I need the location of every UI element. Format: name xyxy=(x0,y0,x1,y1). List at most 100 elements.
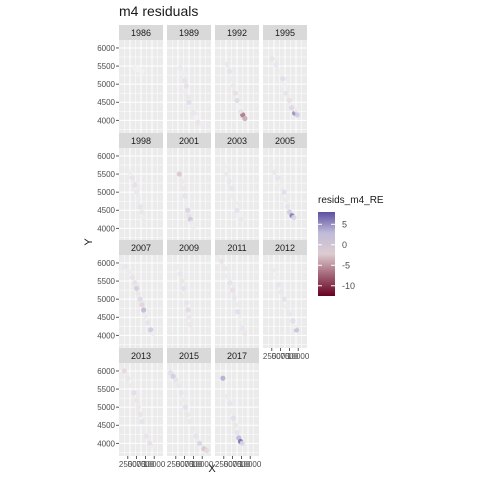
residual-point xyxy=(230,415,237,421)
residual-point xyxy=(285,204,291,210)
residual-point xyxy=(135,196,141,202)
facet-2009: 2009 xyxy=(167,240,211,348)
facet-2003: 2003 xyxy=(215,133,259,241)
facet-2007: 2007 4000 4500 5000 5500 6000 xyxy=(97,240,163,348)
y-tick-label: 6000 xyxy=(97,152,115,161)
residual-point xyxy=(232,200,238,206)
residual-point xyxy=(281,189,287,195)
y-tick-label: 5500 xyxy=(97,62,115,71)
facet-2013: 2013400045005000550060002500500075001000… xyxy=(97,348,166,469)
residual-point xyxy=(226,178,232,184)
residual-point xyxy=(137,204,143,210)
facet-strip xyxy=(167,240,211,255)
residual-point xyxy=(139,68,145,74)
residual-point xyxy=(190,110,196,116)
residual-point xyxy=(182,193,188,199)
residual-point xyxy=(186,99,192,105)
residual-point xyxy=(170,373,176,379)
residual-point xyxy=(276,282,282,288)
residual-point xyxy=(187,321,193,328)
x-tick-label: 7500 xyxy=(137,460,155,469)
residual-point xyxy=(143,433,149,439)
y-tick-label: 5000 xyxy=(97,403,115,412)
residual-point xyxy=(230,83,237,89)
residual-point xyxy=(185,94,191,100)
residual-point xyxy=(219,258,225,264)
y-tick-label: 5000 xyxy=(97,188,115,197)
residual-point xyxy=(183,200,189,206)
residual-point xyxy=(193,114,199,121)
legend-tick-label: -10 xyxy=(342,281,355,291)
residual-point xyxy=(193,433,199,439)
y-tick-label: 5500 xyxy=(97,170,115,179)
y-tick-label: 5500 xyxy=(97,277,115,286)
residual-point xyxy=(182,77,188,84)
residual-point xyxy=(184,411,190,417)
residual-point xyxy=(141,307,147,313)
residual-point xyxy=(148,327,154,333)
facet-strip xyxy=(263,133,307,148)
residual-point xyxy=(237,216,244,222)
residual-point xyxy=(189,329,195,335)
facet-strip-label: 1992 xyxy=(227,28,247,38)
x-tick-label: 10000 xyxy=(239,460,262,469)
residual-point xyxy=(177,65,183,71)
residual-point xyxy=(142,312,148,319)
residual-point xyxy=(183,83,189,89)
residual-point xyxy=(283,196,289,202)
residual-point xyxy=(289,105,295,111)
residual-point xyxy=(286,97,292,104)
x-tick-label: 5000 xyxy=(128,460,146,469)
residual-point xyxy=(187,419,193,425)
residual-point xyxy=(234,97,240,104)
facet-strip xyxy=(167,133,211,148)
y-tick-label: 4000 xyxy=(97,439,115,448)
y-tick-label: 4500 xyxy=(97,98,115,107)
residual-point xyxy=(128,382,134,389)
residual-point xyxy=(150,330,156,337)
residual-point xyxy=(230,287,236,293)
facet-strip xyxy=(119,25,163,40)
facet-strip xyxy=(119,240,163,255)
facet-strip-label: 1998 xyxy=(131,136,151,146)
facet-strip-label: 1989 xyxy=(179,28,199,38)
residual-point xyxy=(269,56,275,62)
x-tick-label: 2500 xyxy=(119,460,137,469)
residual-point xyxy=(185,307,191,313)
residual-point xyxy=(190,223,196,230)
residual-point xyxy=(139,419,145,425)
facet-1989: 1989 xyxy=(167,25,211,133)
residual-point xyxy=(129,175,135,181)
residual-point xyxy=(275,175,281,181)
facet-strip-label: 2011 xyxy=(227,243,246,253)
residual-point xyxy=(268,164,274,170)
residual-point xyxy=(220,375,226,381)
residual-point xyxy=(290,318,296,324)
x-tick-label: 5000 xyxy=(176,460,194,469)
facet-strip xyxy=(263,25,307,40)
chart-title: m4 residuals xyxy=(119,3,198,19)
residual-point xyxy=(271,169,278,175)
residual-point xyxy=(137,296,143,302)
residual-point xyxy=(125,375,131,381)
residual-point xyxy=(224,393,230,399)
facet-grid: 1986 4000 4500 5000 5500 6000 1989 1992 1995 1998… xyxy=(97,25,310,469)
residual-point xyxy=(181,397,187,403)
x-tick-label: 10000 xyxy=(191,460,214,469)
residual-point xyxy=(286,209,292,215)
residual-point xyxy=(135,291,141,297)
y-tick-label: 4000 xyxy=(97,116,115,125)
residual-point xyxy=(121,368,127,374)
legend-colorbar xyxy=(318,212,335,296)
residual-point xyxy=(273,61,279,67)
y-tick-label: 4500 xyxy=(97,206,115,215)
residual-point xyxy=(182,292,189,299)
residual-point xyxy=(141,426,147,432)
facet-strip-label: 2015 xyxy=(179,351,199,361)
residual-point xyxy=(237,108,244,114)
residual-point xyxy=(132,280,138,286)
residual-point xyxy=(227,280,233,286)
residual-point xyxy=(242,115,248,122)
